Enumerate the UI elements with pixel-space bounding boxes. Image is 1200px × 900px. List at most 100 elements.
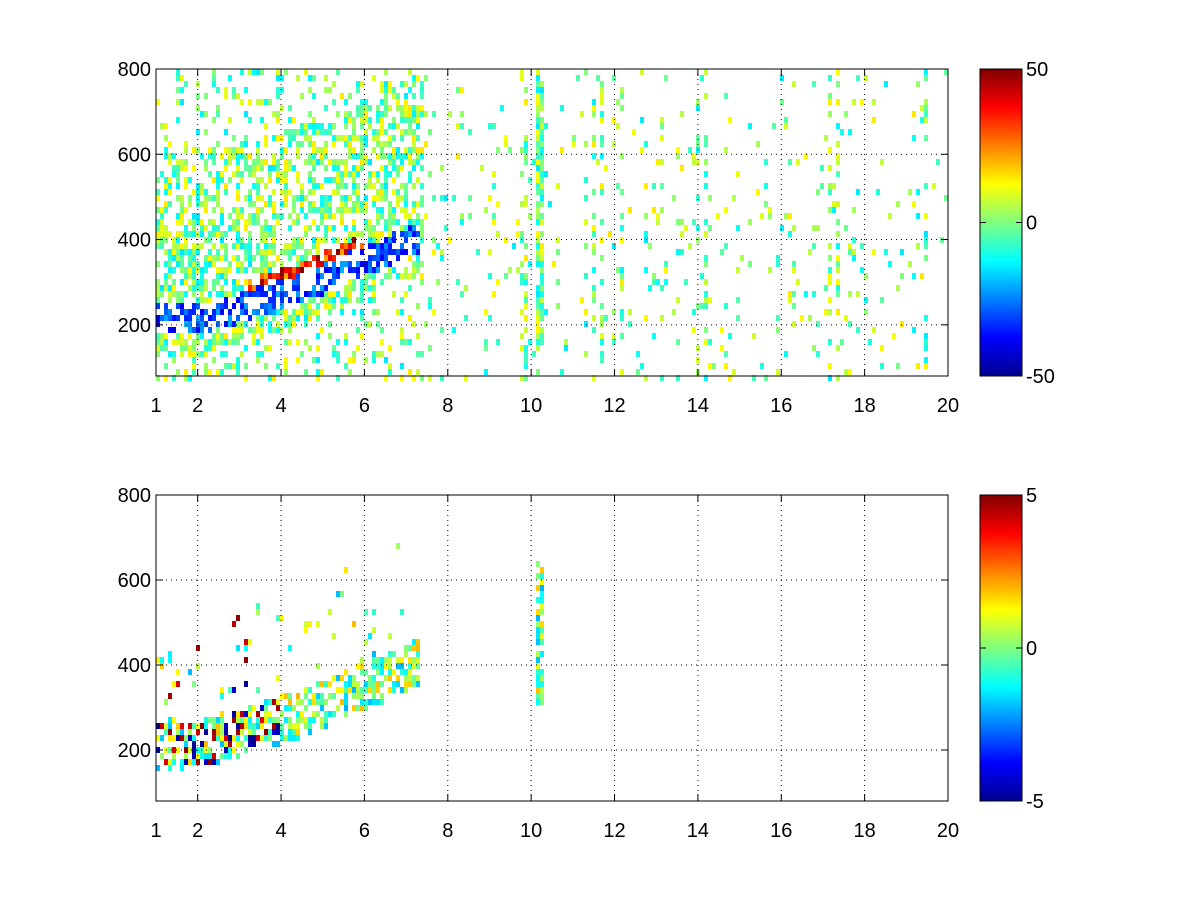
heatmap-cell <box>416 213 420 219</box>
heatmap-cell <box>224 267 228 273</box>
heatmap-cell <box>392 159 396 165</box>
heatmap-cell <box>540 189 544 195</box>
heatmap-cell <box>192 165 196 171</box>
heatmap-cell <box>540 243 544 249</box>
heatmap-cell <box>412 375 416 381</box>
heatmap-cell <box>236 231 240 237</box>
heatmap-cell <box>372 681 376 687</box>
heatmap-cell <box>236 735 240 741</box>
heatmap-cell <box>352 285 356 291</box>
heatmap-cell <box>372 129 376 135</box>
heatmap-cell <box>768 213 772 219</box>
heatmap-cell <box>228 177 232 183</box>
heatmap-cell <box>316 693 320 699</box>
heatmap-cell <box>704 279 708 285</box>
heatmap-cell <box>176 723 180 729</box>
heatmap-cell <box>464 375 468 381</box>
heatmap-cell <box>160 735 164 741</box>
heatmap-cell <box>168 189 172 195</box>
heatmap-cell <box>360 111 364 117</box>
heatmap-cell <box>284 129 288 135</box>
heatmap-cell <box>276 705 280 711</box>
heatmap-cell <box>292 309 296 315</box>
heatmap-cell <box>400 231 404 237</box>
heatmap-cell <box>704 255 708 261</box>
heatmap-cell <box>364 261 368 267</box>
heatmap-cell <box>296 129 300 135</box>
heatmap-cell <box>160 657 164 663</box>
heatmap-cell <box>924 99 928 105</box>
heatmap-cell <box>216 105 220 111</box>
heatmap-cell <box>492 183 496 189</box>
heatmap-cell <box>540 681 544 687</box>
heatmap-cell <box>180 99 184 105</box>
heatmap-cell <box>196 729 200 735</box>
heatmap-cell <box>296 267 300 273</box>
heatmap-cell <box>184 141 188 147</box>
heatmap-cell <box>188 747 192 753</box>
heatmap-cell <box>424 111 428 117</box>
heatmap-cell <box>344 183 348 189</box>
heatmap-cell <box>304 723 308 729</box>
heatmap-cell <box>236 717 240 723</box>
heatmap-cell <box>216 201 220 207</box>
heatmap-cell <box>376 351 380 357</box>
heatmap-cell <box>640 69 644 75</box>
heatmap-cell <box>272 207 276 213</box>
heatmap-cell <box>412 657 416 663</box>
heatmap-cell <box>212 117 216 123</box>
heatmap-cell <box>812 81 816 87</box>
heatmap-cell <box>384 69 388 75</box>
heatmap-cell <box>300 255 304 261</box>
heatmap-cell <box>196 219 200 225</box>
heatmap-cell <box>352 267 356 273</box>
heatmap-cell <box>920 273 924 279</box>
heatmap-cell <box>540 633 544 639</box>
heatmap-cell <box>280 285 284 291</box>
heatmap-cell <box>308 225 312 231</box>
heatmap-cell <box>836 99 840 105</box>
heatmap-cell <box>524 291 528 297</box>
heatmap-cell <box>232 285 236 291</box>
heatmap-cell <box>212 723 216 729</box>
heatmap-cell <box>528 339 532 345</box>
heatmap-cell <box>256 735 260 741</box>
heatmap-cell <box>392 123 396 129</box>
heatmap-cell <box>944 195 948 201</box>
heatmap-cell <box>396 123 400 129</box>
heatmap-cell <box>816 321 820 327</box>
heatmap-cell <box>312 693 316 699</box>
heatmap-cell <box>540 639 544 645</box>
heatmap-cell <box>176 681 180 687</box>
heatmap-cell <box>336 351 340 357</box>
heatmap-cell <box>316 711 320 717</box>
heatmap-cell <box>540 201 544 207</box>
heatmap-cell <box>180 267 184 273</box>
heatmap-cell <box>184 753 188 759</box>
heatmap-cell <box>340 687 344 693</box>
heatmap-cell <box>792 261 796 267</box>
heatmap-cell <box>332 267 336 273</box>
heatmap-cell <box>316 309 320 315</box>
heatmap-cell <box>156 177 160 183</box>
heatmap-cell <box>736 297 740 303</box>
heatmap-cell <box>200 351 204 357</box>
heatmap-cell <box>540 303 544 309</box>
heatmap-cell <box>536 333 540 339</box>
heatmap-cell <box>272 189 276 195</box>
heatmap-cell <box>416 249 420 255</box>
heatmap-cell <box>260 99 264 105</box>
heatmap-cell <box>320 183 324 189</box>
x-tick-label: 10 <box>520 395 542 417</box>
heatmap-cell <box>360 117 364 123</box>
heatmap-cell <box>236 219 240 225</box>
heatmap-cell <box>188 327 192 333</box>
heatmap-cell <box>372 135 376 141</box>
heatmap-cell <box>540 147 544 153</box>
heatmap-cell <box>244 717 248 723</box>
heatmap-cell <box>164 273 168 279</box>
heatmap-cell <box>156 333 160 339</box>
heatmap-cell <box>512 243 516 249</box>
heatmap-cell <box>332 255 336 261</box>
heatmap-cell <box>204 93 208 99</box>
